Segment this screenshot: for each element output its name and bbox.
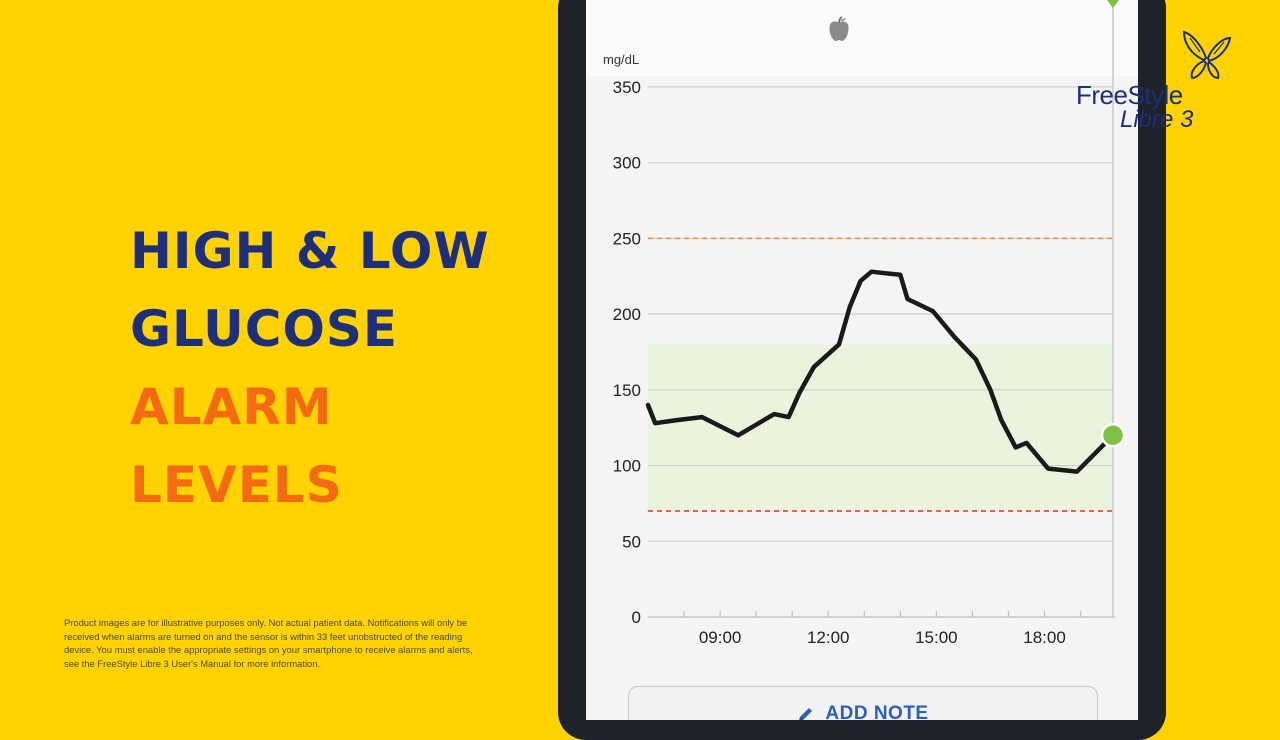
y-tick-label-150: 150 (613, 381, 641, 400)
y-tick-label-350: 350 (613, 78, 641, 97)
headline-line-3: ALARM (130, 378, 333, 436)
target-range-band (648, 344, 1113, 511)
screen-header (586, 0, 1138, 76)
phone-screen: 0 50 100 150 200 250 300 350 09:00 12:00 15:00 18:0… (586, 0, 1138, 720)
logo-freestyle-text: FreeStyle (1076, 80, 1183, 110)
y-tick-label-0: 0 (632, 608, 641, 627)
current-reading-point (1100, 423, 1126, 448)
x-tick-label-12:00: 12:00 (807, 628, 850, 647)
now-marker-cap (1107, 0, 1119, 8)
headline-line-1: HIGH & LOW (130, 222, 490, 280)
add-note-label: ADD NOTE (825, 703, 929, 720)
y-tick-label-250: 250 (613, 229, 641, 248)
y-tick-label-50: 50 (622, 532, 641, 551)
glucose-chart: 0 50 100 150 200 250 300 350 09:00 12:00 15:00 18:0… (603, 0, 1126, 647)
x-tick-label-15:00: 15:00 (915, 628, 958, 647)
apple-icon[interactable] (826, 16, 852, 44)
freestyle-libre-logo: FreeStyle Libre 3 (1072, 28, 1232, 136)
disclaimer-text: Product images are for illustrative purp… (64, 617, 473, 669)
y-tick-label-300: 300 (613, 154, 641, 173)
headline: HIGH & LOW GLUCOSE ALARM LEVELS (130, 212, 490, 524)
y-axis-unit-label: mg/dL (603, 52, 639, 67)
x-tick-label-18:00: 18:00 (1023, 628, 1066, 647)
logo-libre-text: Libre 3 (1120, 106, 1194, 133)
headline-line-4: LEVELS (130, 456, 343, 514)
headline-line-2: GLUCOSE (130, 300, 399, 358)
y-tick-label-200: 200 (613, 305, 641, 324)
glucose-trend-line (645, 269, 1116, 474)
x-tick-label-09:00: 09:00 (699, 628, 742, 647)
butterfly-icon (1182, 30, 1232, 80)
pencil-icon (799, 708, 813, 720)
add-note-button[interactable]: ADD NOTE (628, 686, 1098, 720)
y-tick-label-100: 100 (613, 457, 641, 476)
